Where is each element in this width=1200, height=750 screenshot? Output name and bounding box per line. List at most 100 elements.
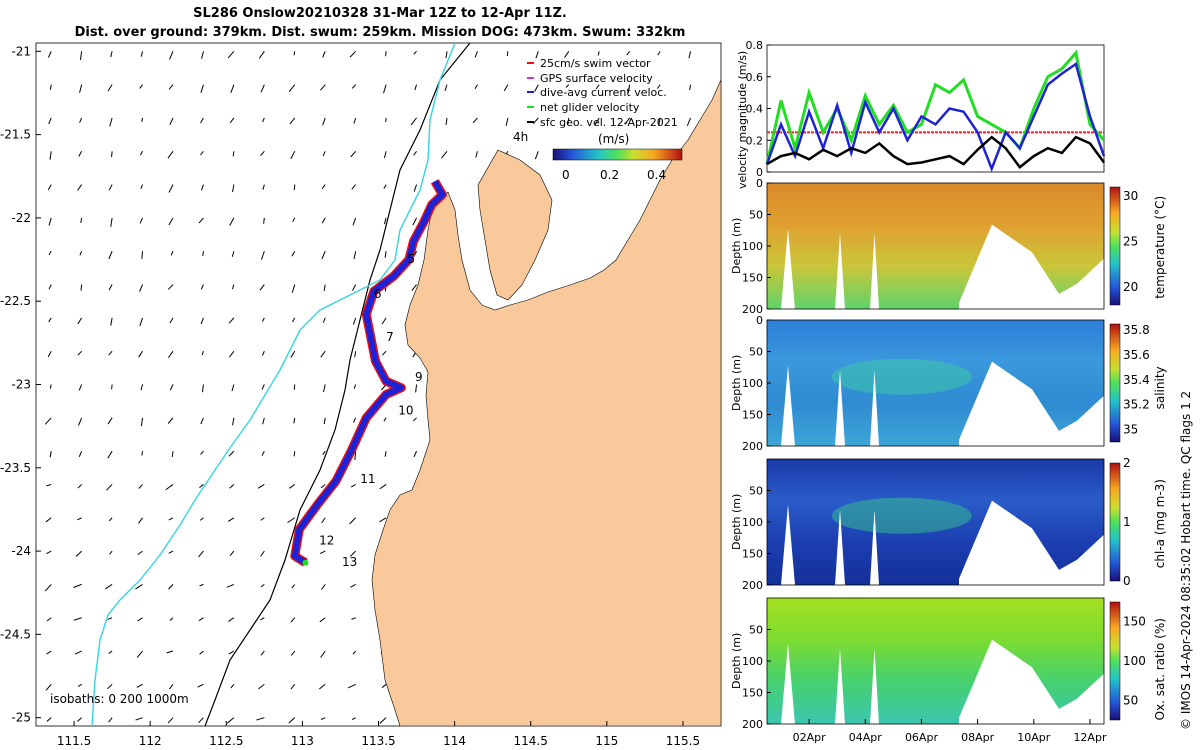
- surface-vector: [474, 84, 478, 89]
- surface-vector: [138, 350, 143, 358]
- surface-vector: [413, 184, 418, 192]
- track-map: 5 6 7 9 10 11 12 13 111.5 112 112.5 113 113.5 114 114…: [0, 42, 722, 748]
- surface-vector: [47, 51, 52, 58]
- surface-vector: [107, 617, 113, 620]
- surface-vector: [108, 284, 113, 291]
- day-labels: 5 6 7 9 10 11 12 13: [319, 252, 423, 569]
- surface-vector: [198, 617, 204, 622]
- surface-vector: [109, 550, 113, 555]
- surface-vector: [105, 583, 113, 590]
- surface-vector: [200, 417, 204, 425]
- surface-vector: [49, 151, 52, 160]
- surface-vector: [136, 683, 143, 688]
- surface-vector: [260, 550, 265, 557]
- surface-vector: [413, 450, 418, 458]
- surface-vector: [686, 117, 692, 127]
- velocity-ylabel: velocity magnitude (m/s): [736, 51, 749, 189]
- surface-vector: [107, 417, 113, 425]
- velocity-ytick-label: 0.6: [746, 71, 764, 84]
- surface-vector: [383, 151, 387, 159]
- surface-vector: [110, 217, 113, 227]
- surface-vector: [381, 350, 387, 356]
- surface-vector: [260, 617, 265, 621]
- surface-vector: [351, 717, 356, 721]
- surface-vector: [48, 117, 52, 125]
- surface-vector: [320, 650, 326, 658]
- track-end-marker: [302, 559, 309, 566]
- depth-tick-label: 50: [749, 209, 763, 222]
- surface-vector: [47, 184, 52, 191]
- depth-tick-label: 100: [742, 516, 763, 529]
- surface-vector: [168, 517, 174, 521]
- surface-vector: [353, 384, 357, 389]
- surface-vector: [261, 317, 265, 322]
- surface-vector: [169, 317, 174, 324]
- elapsed-label: 4h: [513, 130, 528, 144]
- surface-vector: [168, 217, 174, 226]
- map-ytick-label: -22: [11, 211, 31, 225]
- no-data-gap: [835, 509, 845, 585]
- colorbar-label: Ox. sat. ratio (%): [1153, 618, 1167, 720]
- surface-vector: [78, 151, 83, 157]
- depth-tick-label: 0: [756, 177, 763, 190]
- surface-vector: [262, 184, 265, 190]
- time-axis: 02Apr 04Apr 06Apr 08Apr 10Apr 12Apr: [793, 719, 1107, 744]
- surface-vector: [78, 384, 83, 391]
- surface-vector: [291, 250, 296, 257]
- depth-tick-label: 50: [749, 624, 763, 637]
- surface-vector: [261, 450, 265, 456]
- surface-vector: [168, 184, 174, 193]
- surface-vector: [293, 451, 296, 457]
- surface-vector: [49, 84, 52, 90]
- surface-vector: [78, 417, 83, 426]
- surface-vector: [688, 51, 692, 59]
- no-data-gap: [870, 648, 879, 724]
- no-data-seafloor: [959, 361, 1104, 446]
- surface-vector: [290, 151, 296, 160]
- surface-vector: [135, 583, 143, 590]
- surface-vector: [169, 384, 174, 391]
- surface-vector: [474, 51, 478, 58]
- surface-vector: [322, 317, 326, 323]
- surface-vector: [73, 617, 82, 621]
- surface-vector: [201, 51, 204, 59]
- surface-vector: [198, 217, 204, 224]
- surface-vector: [292, 217, 296, 222]
- legend-sfc: sfc geo. vel. 12-Apr-2021: [540, 116, 678, 129]
- colorbar-tick-2: 0.4: [647, 168, 666, 182]
- surface-vector: [472, 117, 478, 124]
- velocity-ytick-label: 0: [756, 166, 763, 179]
- surface-vector: [260, 650, 265, 656]
- surface-vector: [139, 84, 143, 89]
- map-xtick-label: 115.5: [666, 734, 700, 748]
- map-ytick-label: -23.5: [0, 461, 31, 475]
- surface-vector: [413, 150, 417, 156]
- day-label: 13: [342, 555, 357, 569]
- surface-vector: [48, 317, 52, 323]
- map-xtick-label: 112: [139, 734, 162, 748]
- surface-vector: [226, 717, 235, 724]
- surface-vector: [441, 150, 448, 159]
- legend-gps: GPS surface velocity: [540, 72, 653, 85]
- surface-vector: [228, 450, 235, 457]
- surface-vector: [379, 517, 387, 523]
- surface-vector: [260, 584, 265, 588]
- colorbar-tick-label: 100: [1123, 654, 1146, 668]
- surface-vector: [171, 451, 174, 457]
- surface-vector: [287, 517, 296, 524]
- colorbar-tick-label: 20: [1123, 280, 1138, 294]
- no-data-seafloor: [959, 639, 1104, 724]
- surface-vector: [167, 417, 174, 424]
- surface-vector: [379, 717, 387, 724]
- no-data-gap: [781, 643, 795, 724]
- surface-vector: [347, 683, 356, 689]
- surface-vector: [168, 84, 174, 90]
- surface-vector: [351, 284, 357, 291]
- surface-vector: [350, 583, 356, 588]
- surface-vector: [227, 517, 235, 522]
- surface-vector: [260, 251, 265, 260]
- legend-net: net glider velocity: [540, 101, 640, 114]
- isobath-label: isobaths: 0 200 1000m: [50, 692, 189, 706]
- colorbar-tick-label: 35.6: [1123, 348, 1150, 362]
- surface-vector: [381, 317, 387, 325]
